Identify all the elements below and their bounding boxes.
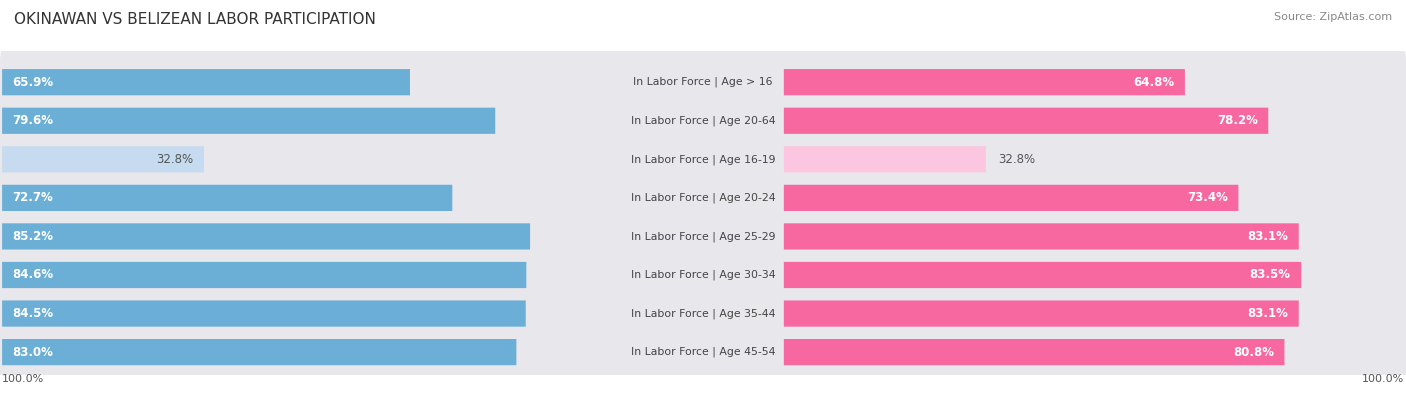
Text: 83.1%: 83.1% — [1247, 230, 1288, 243]
Text: 32.8%: 32.8% — [156, 153, 194, 166]
FancyBboxPatch shape — [1, 146, 204, 173]
FancyBboxPatch shape — [785, 185, 1239, 211]
Text: Source: ZipAtlas.com: Source: ZipAtlas.com — [1274, 12, 1392, 22]
Text: 83.1%: 83.1% — [1247, 307, 1288, 320]
Text: 32.8%: 32.8% — [998, 153, 1036, 166]
Text: 72.7%: 72.7% — [13, 191, 53, 204]
Text: In Labor Force | Age 45-54: In Labor Force | Age 45-54 — [631, 347, 775, 357]
FancyBboxPatch shape — [785, 339, 1285, 365]
Text: 80.8%: 80.8% — [1233, 346, 1274, 359]
FancyBboxPatch shape — [0, 320, 1406, 384]
FancyBboxPatch shape — [0, 166, 1406, 229]
FancyBboxPatch shape — [1, 223, 530, 250]
FancyBboxPatch shape — [785, 301, 1299, 327]
FancyBboxPatch shape — [0, 51, 1406, 114]
Text: In Labor Force | Age > 16: In Labor Force | Age > 16 — [633, 77, 773, 87]
FancyBboxPatch shape — [785, 146, 986, 173]
FancyBboxPatch shape — [0, 128, 1406, 191]
Text: 83.5%: 83.5% — [1250, 269, 1291, 282]
Text: 79.6%: 79.6% — [13, 114, 53, 127]
FancyBboxPatch shape — [785, 108, 1268, 134]
Text: 83.0%: 83.0% — [13, 346, 53, 359]
FancyBboxPatch shape — [1, 262, 526, 288]
Text: In Labor Force | Age 25-29: In Labor Force | Age 25-29 — [631, 231, 775, 242]
FancyBboxPatch shape — [0, 243, 1406, 307]
Text: 100.0%: 100.0% — [1, 374, 45, 384]
Text: 65.9%: 65.9% — [13, 76, 53, 89]
Text: 78.2%: 78.2% — [1216, 114, 1258, 127]
Text: OKINAWAN VS BELIZEAN LABOR PARTICIPATION: OKINAWAN VS BELIZEAN LABOR PARTICIPATION — [14, 12, 375, 27]
FancyBboxPatch shape — [1, 185, 453, 211]
FancyBboxPatch shape — [785, 223, 1299, 250]
FancyBboxPatch shape — [1, 108, 495, 134]
Text: In Labor Force | Age 20-24: In Labor Force | Age 20-24 — [631, 193, 775, 203]
FancyBboxPatch shape — [1, 339, 516, 365]
Text: In Labor Force | Age 30-34: In Labor Force | Age 30-34 — [631, 270, 775, 280]
Text: In Labor Force | Age 35-44: In Labor Force | Age 35-44 — [631, 308, 775, 319]
Text: In Labor Force | Age 16-19: In Labor Force | Age 16-19 — [631, 154, 775, 165]
FancyBboxPatch shape — [785, 69, 1185, 95]
Text: 64.8%: 64.8% — [1133, 76, 1174, 89]
Text: 85.2%: 85.2% — [13, 230, 53, 243]
FancyBboxPatch shape — [0, 205, 1406, 268]
FancyBboxPatch shape — [0, 282, 1406, 345]
FancyBboxPatch shape — [1, 69, 411, 95]
FancyBboxPatch shape — [0, 89, 1406, 152]
Text: 84.5%: 84.5% — [13, 307, 53, 320]
FancyBboxPatch shape — [785, 262, 1301, 288]
Text: 73.4%: 73.4% — [1187, 191, 1227, 204]
Text: 84.6%: 84.6% — [13, 269, 53, 282]
Text: In Labor Force | Age 20-64: In Labor Force | Age 20-64 — [631, 115, 775, 126]
Text: 100.0%: 100.0% — [1361, 374, 1403, 384]
FancyBboxPatch shape — [1, 301, 526, 327]
